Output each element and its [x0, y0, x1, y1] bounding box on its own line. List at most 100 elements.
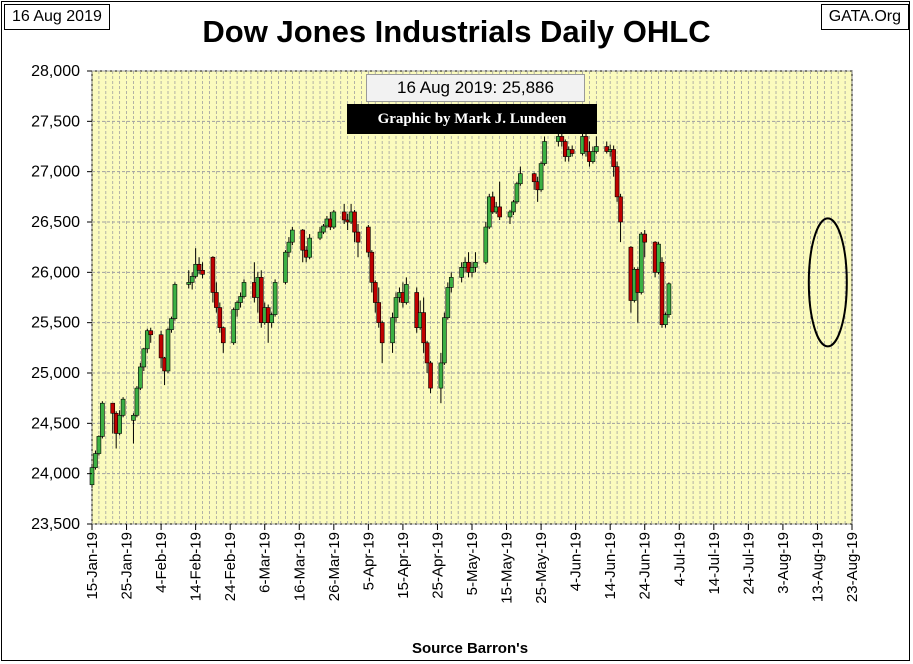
candle [96, 435, 102, 456]
candle-body [594, 146, 599, 152]
site-label: GATA.Org [820, 4, 909, 30]
x-tick-label: 5-Apr-19 [360, 532, 377, 590]
candle-body [428, 362, 433, 389]
candle [518, 166, 523, 186]
candle [234, 300, 240, 317]
y-tick-label: 24,500 [31, 415, 80, 432]
x-tick-label: 15-Jan-19 [84, 532, 101, 600]
candle-body [369, 251, 375, 283]
candle-body [341, 211, 347, 221]
y-tick-label: 27,000 [31, 164, 80, 181]
candle-body [531, 173, 537, 183]
x-tick-label: 13-Aug-19 [809, 532, 826, 602]
candle-body [604, 146, 610, 152]
candle [428, 360, 433, 394]
x-tick-label: 24-Jun-19 [637, 532, 654, 600]
candle-body [210, 256, 216, 293]
candle [424, 340, 430, 373]
candle-body [618, 196, 623, 223]
date-label: 16 Aug 2019 [4, 4, 110, 30]
candle [404, 277, 409, 305]
candle [158, 330, 164, 368]
x-tick-label: 4-Feb-19 [153, 532, 170, 593]
candle [448, 272, 454, 293]
candle [390, 312, 395, 353]
candle [258, 270, 264, 328]
grid-lines [91, 70, 853, 525]
candle [169, 316, 174, 333]
candle-body [331, 211, 337, 228]
candle-body [234, 302, 240, 310]
candle-body [497, 206, 502, 218]
candle-body [158, 334, 164, 359]
candlestick-series [89, 131, 672, 488]
candle-body [438, 362, 444, 389]
candle-body [272, 282, 278, 315]
x-tick-label: 14-Jun-19 [602, 532, 619, 600]
candle-body [562, 141, 568, 157]
candle-body [511, 201, 516, 213]
candle [317, 227, 323, 241]
x-tick-label: 4-Jul-19 [671, 532, 688, 586]
candle [538, 161, 544, 192]
x-tick-label: 25-May-19 [533, 532, 550, 604]
candle [514, 181, 520, 204]
candle-body [189, 276, 195, 283]
candle-body [172, 284, 178, 319]
credit-label: Graphic by Mark J. Lundeen [347, 104, 597, 134]
x-tick-label: 5-May-19 [464, 532, 481, 595]
candle [148, 327, 154, 343]
candle [172, 282, 178, 321]
candle [331, 209, 337, 230]
candle-body [352, 211, 357, 233]
candle-body [569, 149, 575, 154]
candle [438, 352, 444, 404]
candle-body [372, 282, 378, 303]
candle [414, 287, 420, 333]
candle-body [393, 297, 399, 318]
highlight-circle [807, 217, 848, 348]
candle [217, 302, 223, 333]
candle-body [483, 226, 489, 263]
x-tick-label: 24-Feb-19 [222, 532, 239, 601]
candle-body [186, 282, 192, 285]
candle-body [424, 342, 430, 364]
candle [120, 397, 126, 418]
candle [490, 191, 496, 214]
y-tick-label: 26,000 [31, 264, 80, 281]
candle-body [89, 467, 95, 486]
candle-body [307, 237, 312, 258]
candle [442, 312, 447, 365]
x-tick-label: 15-May-19 [499, 532, 516, 604]
chart-title: Dow Jones Industrials Daily OHLC [202, 14, 711, 49]
x-tick-label: 25-Apr-19 [429, 532, 446, 599]
candle [89, 465, 95, 488]
y-tick-label: 24,000 [31, 466, 80, 483]
candle [594, 136, 599, 154]
candle-body [283, 251, 288, 283]
candle-body [286, 241, 292, 253]
candle [666, 282, 672, 318]
x-tick-label: 4-Jun-19 [568, 532, 585, 591]
y-tick-label: 23,500 [31, 516, 80, 533]
candle-body [100, 402, 105, 437]
candle-body [442, 317, 447, 364]
candle [366, 225, 371, 258]
candle-body [414, 292, 420, 329]
candle [507, 209, 513, 225]
candle-body [317, 231, 323, 239]
candle-body [611, 149, 616, 167]
candle [369, 250, 375, 293]
candle-body [144, 330, 150, 350]
candle-body [459, 266, 464, 278]
last-close-label: 16 Aug 2019: 25,886 [366, 74, 585, 102]
candle-body [666, 283, 672, 315]
candle-body [376, 302, 382, 323]
candle-body [366, 226, 371, 253]
candle [131, 413, 136, 444]
candle-body [559, 136, 565, 142]
candle-body [165, 329, 171, 372]
candle-body [659, 261, 665, 325]
candle-body [131, 414, 136, 421]
